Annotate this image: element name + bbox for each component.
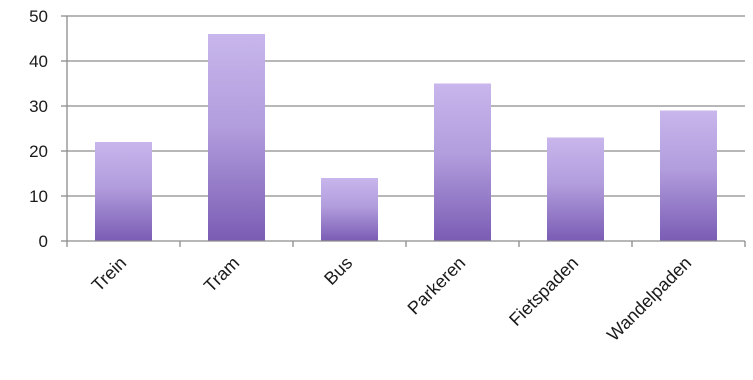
bar-bus bbox=[321, 178, 378, 241]
y-tick-label: 30 bbox=[29, 97, 48, 116]
x-tick-label: Wandelpaden bbox=[603, 253, 695, 345]
gridlines bbox=[67, 15, 745, 197]
x-tick-label: Fietspaden bbox=[505, 253, 582, 330]
x-tick-label: Trein bbox=[88, 253, 131, 296]
x-tick-label: Parkeren bbox=[404, 253, 470, 319]
axes bbox=[61, 15, 746, 247]
y-tick-label: 10 bbox=[29, 187, 48, 206]
x-tick-label: Bus bbox=[320, 253, 356, 289]
y-tick-label: 0 bbox=[39, 232, 48, 251]
y-tick-label: 50 bbox=[29, 7, 48, 26]
bar-wandelpaden bbox=[660, 110, 717, 241]
bar-parkeren bbox=[434, 83, 491, 241]
y-tick-label: 40 bbox=[29, 52, 48, 71]
bar-trein bbox=[95, 142, 152, 241]
x-tick-label: Tram bbox=[200, 253, 243, 296]
y-tick-label: 20 bbox=[29, 142, 48, 161]
bar-fietspaden bbox=[547, 137, 604, 241]
bar-tram bbox=[208, 34, 265, 241]
bars bbox=[95, 34, 717, 241]
